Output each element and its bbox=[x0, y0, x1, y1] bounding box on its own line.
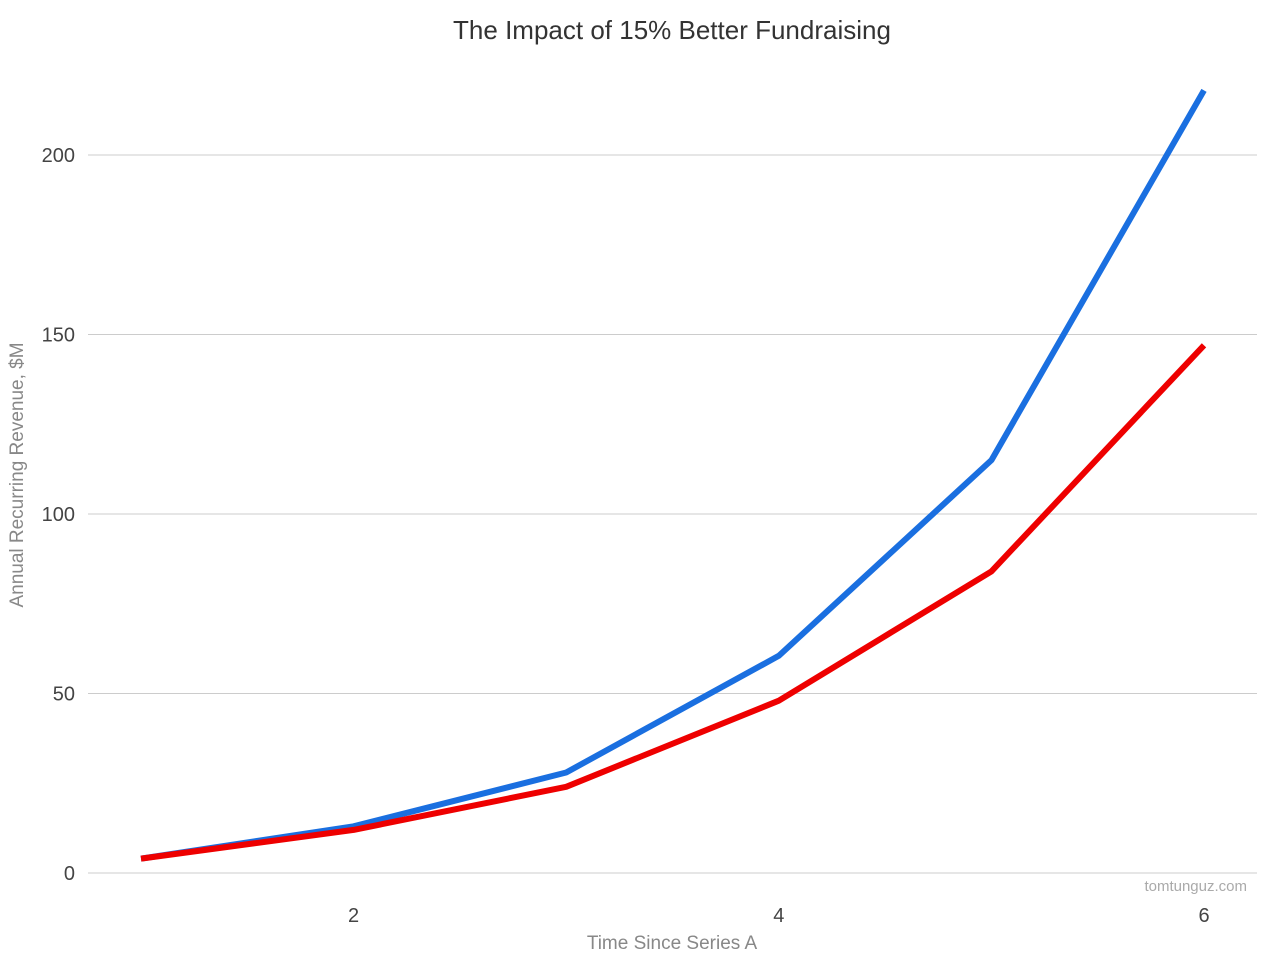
watermark-text: tomtunguz.com bbox=[1144, 878, 1247, 895]
y-tick-label: 0 bbox=[64, 863, 75, 885]
x-tick-label: 6 bbox=[1198, 905, 1209, 927]
y-tick-label: 50 bbox=[53, 684, 75, 706]
series-lines bbox=[140, 88, 1207, 862]
series-line-2 bbox=[140, 343, 1207, 862]
chart-title: The Impact of 15% Better Fundraising bbox=[453, 15, 891, 45]
x-axis-title: Time Since Series A bbox=[587, 933, 758, 954]
y-tick-label: 200 bbox=[42, 145, 75, 167]
x-tick-labels: 2 4 6 bbox=[348, 905, 1210, 927]
y-tick-labels: 0 50 100 150 200 bbox=[42, 145, 75, 885]
y-tick-label: 100 bbox=[42, 504, 75, 526]
x-tick-label: 2 bbox=[348, 905, 359, 927]
y-tick-label: 150 bbox=[42, 325, 75, 347]
y-axis-title: Annual Recurring Revenue, $M bbox=[7, 342, 28, 607]
gridlines bbox=[88, 154, 1257, 874]
x-tick-label: 4 bbox=[773, 905, 784, 927]
